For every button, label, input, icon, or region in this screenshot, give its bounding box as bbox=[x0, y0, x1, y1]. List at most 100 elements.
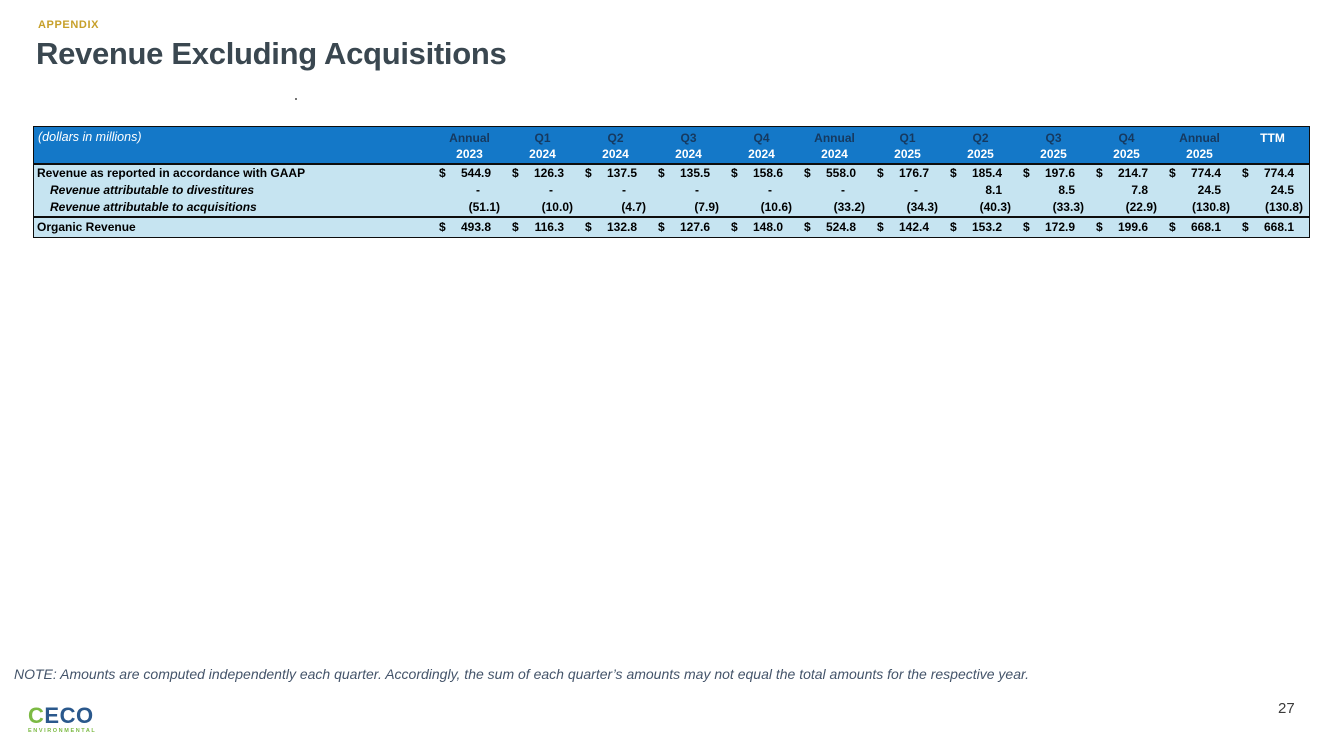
ceco-logo-subtitle: ENVIRONMENTAL bbox=[28, 728, 97, 734]
cell-value: 7.8 bbox=[1131, 183, 1148, 197]
value-cell: $135.5 bbox=[652, 165, 725, 182]
cell-value: 132.8 bbox=[606, 220, 637, 234]
value-cell: $214.7 bbox=[1090, 165, 1163, 182]
cell-value: 8.1 bbox=[985, 183, 1002, 197]
column-year-label: TTM bbox=[1260, 131, 1285, 145]
page-number: 27 bbox=[1278, 700, 1295, 717]
value-cell: - bbox=[725, 182, 798, 199]
cell-value: (40.3) bbox=[979, 200, 1011, 214]
cell-value: (130.8) bbox=[1264, 200, 1303, 214]
table-row: Revenue attributable to divestitures - - - -… bbox=[34, 182, 1309, 199]
cell-value: 158.6 bbox=[752, 166, 783, 180]
dollar-spacer bbox=[579, 199, 595, 216]
cell-value: 774.4 bbox=[1190, 166, 1221, 180]
dollar-spacer bbox=[1017, 199, 1033, 216]
dollar-spacer bbox=[944, 182, 960, 199]
dollar-spacer bbox=[944, 199, 960, 216]
column-period-label: Q1 bbox=[534, 131, 551, 145]
dollar-spacer bbox=[652, 182, 668, 199]
column-year-label: 2024 bbox=[529, 147, 556, 161]
column-period-label: Q2 bbox=[972, 131, 989, 145]
column-year-label: 2024 bbox=[675, 147, 702, 161]
value-cell: (51.1) bbox=[433, 199, 506, 216]
dollar-sign: $ bbox=[804, 166, 811, 180]
value-cell: (7.9) bbox=[652, 199, 725, 216]
value-cell: - bbox=[652, 182, 725, 199]
value-cell: $774.4 bbox=[1163, 165, 1236, 182]
cell-value: 214.7 bbox=[1117, 166, 1148, 180]
value-cell: $153.2 bbox=[944, 218, 1017, 237]
row-label: Revenue attributable to divestitures bbox=[50, 183, 255, 197]
cell-value: - bbox=[841, 183, 845, 197]
row-label: Revenue attributable to acquisitions bbox=[50, 200, 257, 214]
value-cell: 8.1 bbox=[944, 182, 1017, 199]
value-cell: - bbox=[871, 182, 944, 199]
dollar-sign: $ bbox=[1169, 220, 1176, 234]
dollar-spacer bbox=[433, 182, 449, 199]
unit-label: (dollars in millions) bbox=[38, 130, 142, 144]
column-period-label: Annual bbox=[1179, 131, 1220, 145]
dollar-spacer bbox=[1163, 182, 1179, 199]
table-total-row-container: Organic Revenue $493.8 $116.3 $132.8 $127.6 $… bbox=[34, 216, 1309, 237]
table-row: Revenue attributable to acquisitions (51.… bbox=[34, 199, 1309, 216]
column-year-label: 2025 bbox=[1113, 147, 1140, 161]
dollar-spacer bbox=[725, 199, 741, 216]
value-cell: (130.8) bbox=[1163, 199, 1236, 216]
table-total-row: Organic Revenue $493.8 $116.3 $132.8 $127.6 $… bbox=[34, 216, 1309, 237]
column-period-label: Q4 bbox=[753, 131, 770, 145]
value-cell: $199.6 bbox=[1090, 218, 1163, 237]
value-cell: $172.9 bbox=[1017, 218, 1090, 237]
column-year-label: 2024 bbox=[821, 147, 848, 161]
footnote: NOTE: Amounts are computed independently… bbox=[14, 666, 1030, 682]
dollar-spacer bbox=[1163, 199, 1179, 216]
dollar-sign: $ bbox=[1023, 166, 1030, 180]
cell-value: (4.7) bbox=[621, 200, 646, 214]
dollar-sign: $ bbox=[877, 220, 884, 234]
table-row: Revenue as reported in accordance with G… bbox=[34, 165, 1309, 182]
table-body: Revenue as reported in accordance with G… bbox=[34, 165, 1309, 216]
dollar-sign: $ bbox=[950, 166, 957, 180]
dollar-sign: $ bbox=[512, 166, 519, 180]
cell-value: 172.9 bbox=[1044, 220, 1075, 234]
cell-value: (10.0) bbox=[541, 200, 573, 214]
dollar-sign: $ bbox=[512, 220, 519, 234]
value-cell: - bbox=[579, 182, 652, 199]
dollar-sign: $ bbox=[439, 220, 446, 234]
value-cell: 7.8 bbox=[1090, 182, 1163, 199]
dollar-sign: $ bbox=[658, 220, 665, 234]
value-cell: $197.6 bbox=[1017, 165, 1090, 182]
cell-value: 137.5 bbox=[606, 166, 637, 180]
row-label: Organic Revenue bbox=[37, 220, 136, 234]
value-cell: $774.4 bbox=[1236, 165, 1309, 182]
dollar-sign: $ bbox=[1169, 166, 1176, 180]
column-period-label: Annual bbox=[814, 131, 855, 145]
cell-value: (22.9) bbox=[1125, 200, 1157, 214]
value-cell: (33.3) bbox=[1017, 199, 1090, 216]
column-period-label: Q4 bbox=[1118, 131, 1135, 145]
dollar-sign: $ bbox=[658, 166, 665, 180]
dollar-sign: $ bbox=[804, 220, 811, 234]
appendix-eyebrow: APPENDIX bbox=[38, 19, 100, 31]
cell-value: (7.9) bbox=[694, 200, 719, 214]
dollar-spacer bbox=[1236, 199, 1252, 216]
column-year-label: 2025 bbox=[1186, 147, 1213, 161]
dollar-spacer bbox=[1236, 182, 1252, 199]
dollar-sign: $ bbox=[877, 166, 884, 180]
cell-value: 558.0 bbox=[825, 166, 856, 180]
cell-value: 185.4 bbox=[971, 166, 1002, 180]
column-period-label: Q2 bbox=[607, 131, 624, 145]
value-cell: $158.6 bbox=[725, 165, 798, 182]
table-header-row: (dollars in millions) Annual 2023 Q1 2024 Q2… bbox=[34, 127, 1309, 165]
cell-value: 24.5 bbox=[1270, 183, 1294, 197]
value-cell: - bbox=[506, 182, 579, 199]
dollar-sign: $ bbox=[439, 166, 446, 180]
table-column-header: Annual 2023 bbox=[433, 127, 506, 163]
dollar-sign: $ bbox=[585, 166, 592, 180]
dollar-spacer bbox=[1090, 182, 1106, 199]
column-period-label: Annual bbox=[449, 131, 490, 145]
value-cell: 24.5 bbox=[1163, 182, 1236, 199]
cell-value: 153.2 bbox=[971, 220, 1002, 234]
value-cell: (4.7) bbox=[579, 199, 652, 216]
value-cell: $137.5 bbox=[579, 165, 652, 182]
